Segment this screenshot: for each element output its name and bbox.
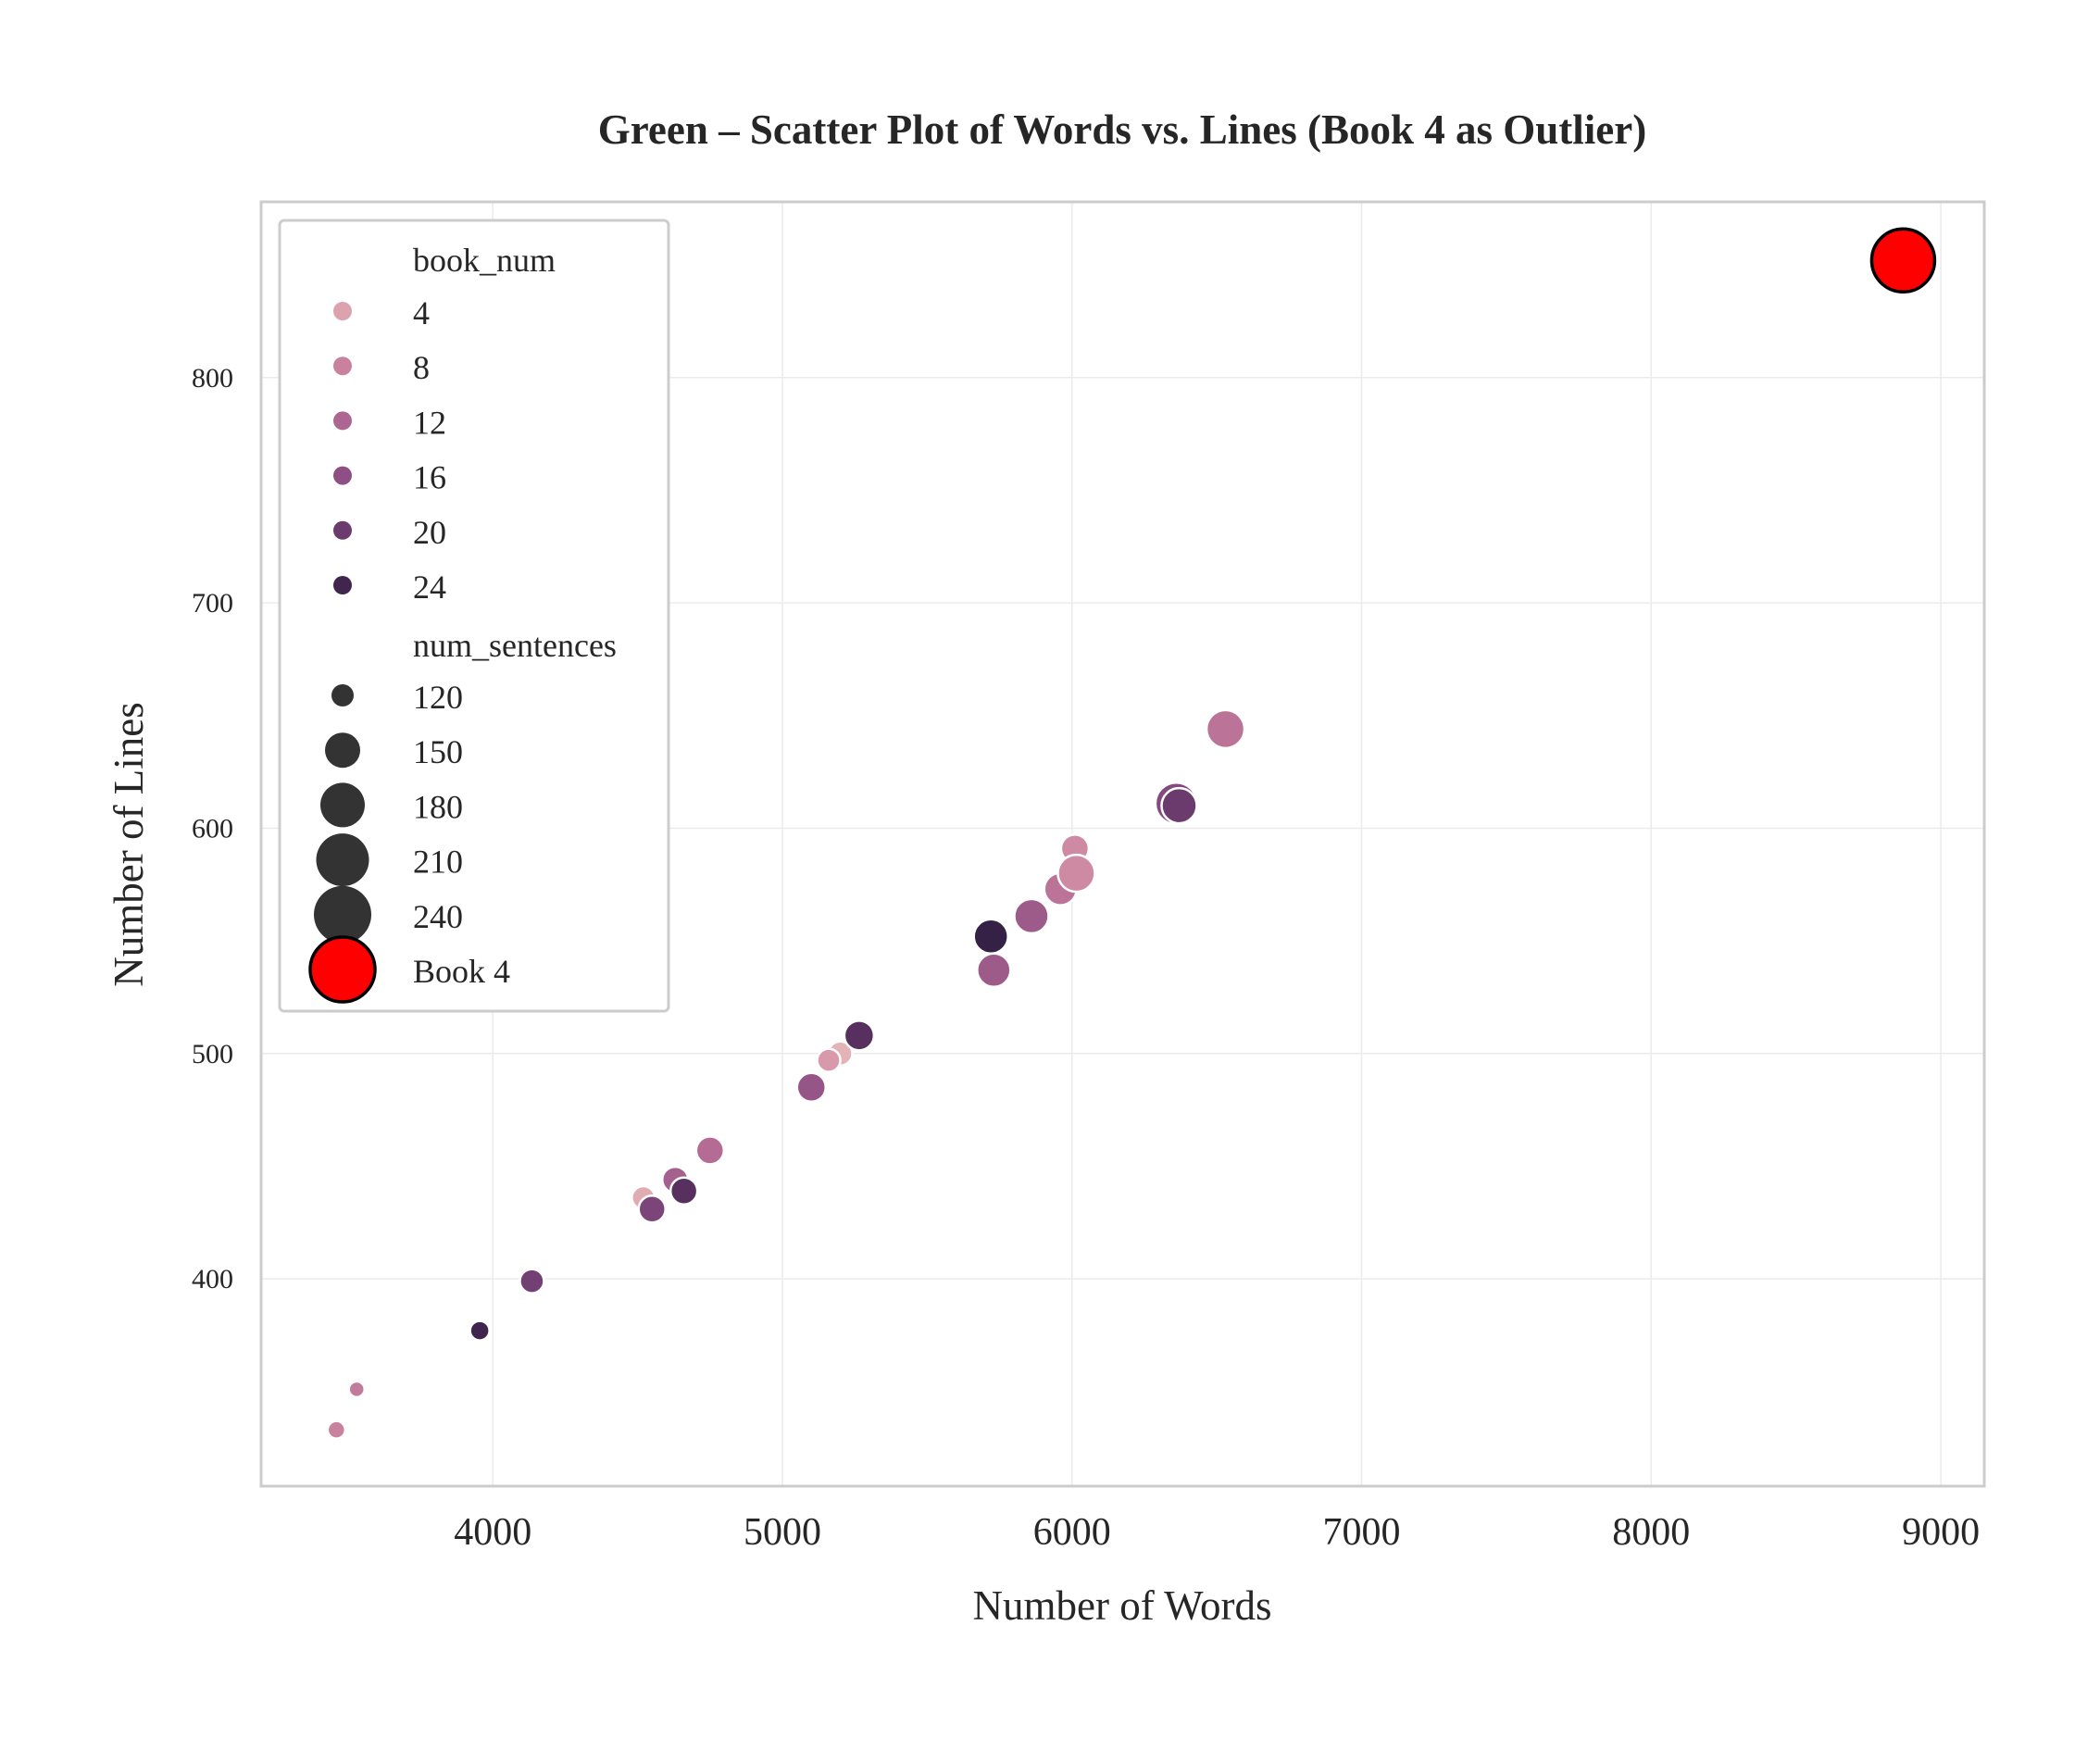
data-point bbox=[1056, 853, 1096, 894]
legend-size-label: 240 bbox=[413, 898, 463, 935]
y-axis-label: Number of Lines bbox=[106, 702, 152, 986]
data-point bbox=[347, 1380, 366, 1399]
legend-hue-label: 8 bbox=[413, 349, 430, 386]
legend-hue-marker bbox=[333, 520, 352, 540]
data-point bbox=[519, 1268, 545, 1294]
legend-hue-title: book_num bbox=[413, 242, 556, 279]
data-point bbox=[1205, 708, 1246, 750]
legend-size-marker bbox=[331, 684, 354, 706]
data-point bbox=[669, 1176, 699, 1206]
legend-size-label: 210 bbox=[413, 844, 463, 881]
legend-hue-label: 16 bbox=[413, 459, 446, 496]
y-tick-label: 800 bbox=[192, 363, 233, 394]
legend-hue-label: 24 bbox=[413, 569, 446, 606]
legend-size-label: 150 bbox=[413, 733, 463, 770]
y-axis-ticks: 400 500 600 700 800 bbox=[192, 363, 233, 1294]
y-tick-label: 600 bbox=[192, 813, 233, 844]
data-point bbox=[816, 1047, 842, 1073]
legend-hue-marker bbox=[333, 356, 352, 376]
x-tick-label: 7000 bbox=[1323, 1511, 1401, 1554]
legend-size-marker bbox=[325, 732, 360, 769]
data-point bbox=[1160, 786, 1198, 825]
legend-outlier-marker bbox=[308, 935, 377, 1004]
legend: book_num 4 8 12 16 20 24 num_sentences 120 150 180… bbox=[278, 219, 670, 1013]
y-tick-label: 400 bbox=[192, 1264, 233, 1294]
legend-size-marker bbox=[316, 833, 369, 887]
plot-frame bbox=[259, 200, 1986, 1488]
legend-hue-marker bbox=[333, 466, 352, 485]
data-point bbox=[976, 952, 1012, 989]
legend-hue-marker bbox=[333, 576, 352, 594]
data-point bbox=[694, 1135, 726, 1166]
data-point bbox=[1013, 897, 1050, 935]
legend-box bbox=[278, 219, 670, 1013]
legend-size-label: 120 bbox=[413, 679, 463, 716]
legend-hue-label: 12 bbox=[413, 404, 446, 441]
x-tick-label: 5000 bbox=[744, 1511, 821, 1554]
x-tick-label: 4000 bbox=[454, 1511, 531, 1554]
chart-title: Green – Scatter Plot of Words vs. Lines … bbox=[598, 106, 1646, 153]
data-point bbox=[637, 1194, 667, 1224]
y-tick-label: 500 bbox=[192, 1039, 233, 1069]
data-points bbox=[326, 227, 1937, 1440]
x-axis-label: Number of Words bbox=[973, 1582, 1272, 1629]
data-point bbox=[469, 1319, 491, 1342]
y-tick-label: 700 bbox=[192, 588, 233, 619]
legend-size-marker bbox=[314, 885, 371, 944]
data-point bbox=[843, 1019, 876, 1052]
x-axis-ticks: 4000 5000 6000 7000 8000 9000 bbox=[454, 1511, 1980, 1554]
legend-outlier-label: Book 4 bbox=[413, 953, 510, 990]
legend-hue-label: 4 bbox=[413, 294, 430, 331]
x-tick-label: 8000 bbox=[1612, 1511, 1690, 1554]
x-tick-label: 6000 bbox=[1033, 1511, 1111, 1554]
data-point bbox=[326, 1419, 347, 1440]
data-point bbox=[795, 1071, 828, 1104]
legend-hue-label: 20 bbox=[413, 514, 446, 551]
x-tick-label: 9000 bbox=[1902, 1511, 1980, 1554]
outlier-point bbox=[1869, 227, 1937, 294]
legend-hue-marker bbox=[333, 302, 352, 320]
legend-size-title: num_sentences bbox=[413, 627, 617, 664]
legend-size-marker bbox=[320, 782, 365, 828]
data-point bbox=[972, 918, 1009, 956]
legend-hue-marker bbox=[333, 411, 352, 431]
legend-size-label: 180 bbox=[413, 788, 463, 825]
